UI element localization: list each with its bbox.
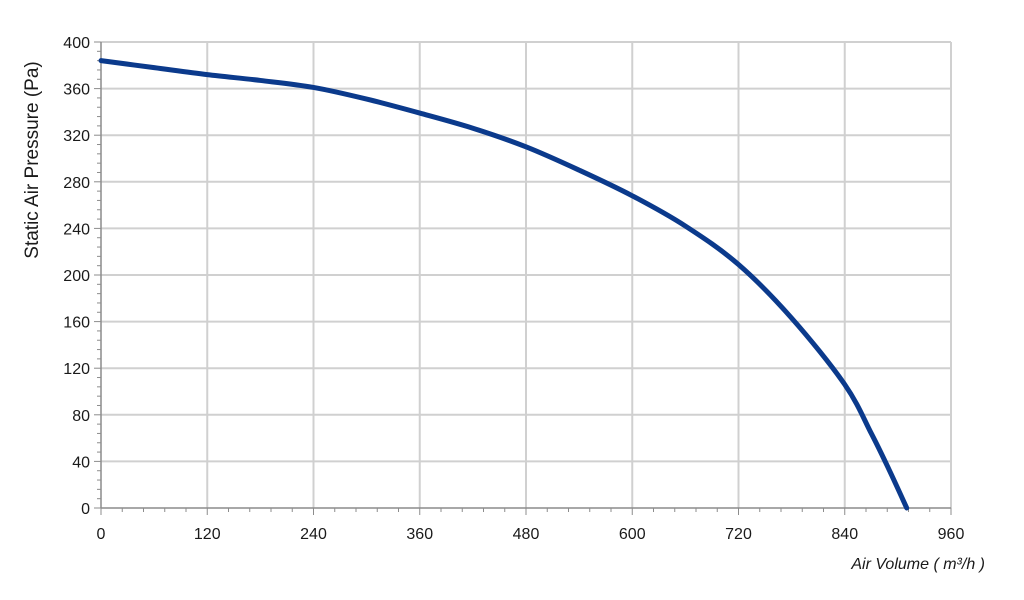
y-tick-label: 280 [63,175,90,192]
x-tick-label: 240 [300,526,327,543]
y-tick-label: 0 [81,501,90,518]
x-tick-label: 360 [406,526,433,543]
y-tick-label: 160 [63,315,90,332]
y-axis-title: Static Air Pressure (Pa) [22,61,43,258]
x-tick-label: 120 [194,526,221,543]
x-tick-label: 720 [725,526,752,543]
grid [101,41,952,508]
x-tick-label: 480 [513,526,540,543]
y-tick-label: 240 [63,221,90,238]
x-axis-title: Air Volume ( m³/h ) [850,556,985,573]
y-tick-label: 200 [63,268,90,285]
axes [94,41,952,515]
tick-labels: 0 40 80 120 160 200 240 280 320 360 400 0 120 240 360 4… [63,35,964,543]
y-tick-label: 40 [72,454,90,471]
y-tick-label: 320 [63,128,90,145]
x-tick-label: 840 [831,526,858,543]
x-tick-label: 960 [938,526,965,543]
y-tick-label: 80 [72,408,90,425]
series-layer [98,58,910,511]
y-tick-label: 400 [63,35,90,52]
y-tick-label: 120 [63,361,90,378]
x-tick-label: 0 [97,526,106,543]
series-line [98,58,910,511]
y-tick-label: 360 [63,82,90,99]
x-tick-label: 600 [619,526,646,543]
